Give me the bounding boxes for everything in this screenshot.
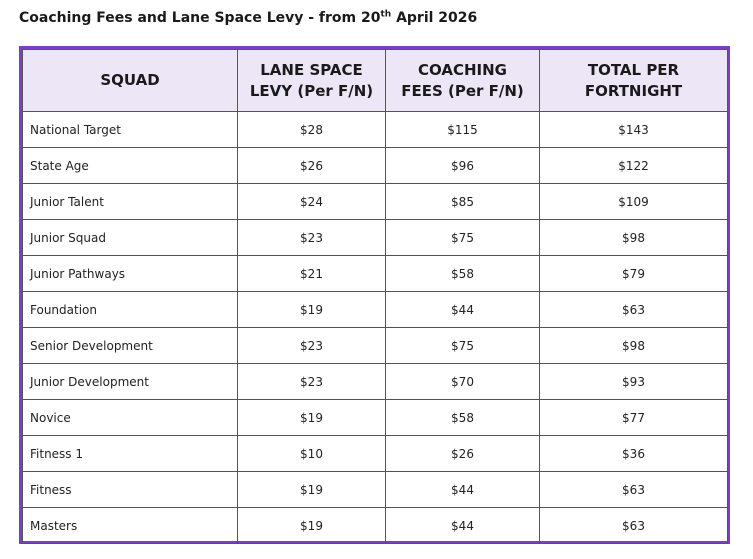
lane-space-levy-cell: $24	[237, 183, 386, 220]
coaching-fees-cell: $115	[385, 111, 540, 148]
header-line: LANE SPACE	[260, 60, 363, 79]
header-line: FORTNIGHT	[584, 81, 683, 100]
table-row: Senior Development $23 $75 $98	[22, 327, 728, 364]
header-coaching-fees: COACHING FEES (Per F/N)	[385, 49, 540, 112]
title-suffix: April 2026	[391, 10, 478, 26]
total-cell: $93	[539, 363, 728, 400]
lane-space-levy-cell: $26	[237, 147, 386, 184]
coaching-fees-cell: $58	[385, 399, 540, 436]
title-prefix: Coaching Fees and Lane Space Levy - from…	[19, 10, 381, 26]
lane-space-levy-cell: $19	[237, 399, 386, 436]
lane-space-levy-cell: $23	[237, 219, 386, 256]
coaching-fees-cell: $75	[385, 327, 540, 364]
coaching-fees-cell: $44	[385, 507, 540, 544]
lane-space-levy-cell: $19	[237, 471, 386, 508]
coaching-fees-cell: $44	[385, 471, 540, 508]
total-cell: $98	[539, 219, 728, 256]
total-cell: $63	[539, 471, 728, 508]
lane-space-levy-cell: $19	[237, 291, 386, 328]
page-title: Coaching Fees and Lane Space Levy - from…	[19, 10, 477, 26]
squad-cell: Junior Pathways	[22, 255, 238, 292]
header-line: COACHING	[418, 60, 507, 79]
header-lane-space-levy: LANE SPACE LEVY (Per F/N)	[237, 49, 386, 112]
coaching-fees-cell: $26	[385, 435, 540, 472]
coaching-fees-cell: $85	[385, 183, 540, 220]
title-superscript: th	[380, 9, 392, 20]
table-row: Fitness $19 $44 $63	[22, 471, 728, 508]
total-cell: $122	[539, 147, 728, 184]
lane-space-levy-cell: $21	[237, 255, 386, 292]
table-row: National Target $28 $115 $143	[22, 111, 728, 148]
squad-cell: Junior Talent	[22, 183, 238, 220]
coaching-fees-cell: $70	[385, 363, 540, 400]
header-squad: SQUAD	[22, 49, 238, 112]
header-line: FEES (Per F/N)	[401, 81, 524, 100]
coaching-fees-cell: $75	[385, 219, 540, 256]
header-line: SQUAD	[100, 71, 160, 89]
squad-cell: National Target	[22, 111, 238, 148]
squad-cell: State Age	[22, 147, 238, 184]
total-cell: $79	[539, 255, 728, 292]
table-row: State Age $26 $96 $122	[22, 147, 728, 184]
header-line: TOTAL PER	[587, 60, 680, 79]
table-row: Junior Development $23 $70 $93	[22, 363, 728, 400]
total-cell: $63	[539, 291, 728, 328]
squad-cell: Masters	[22, 507, 238, 544]
lane-space-levy-cell: $28	[237, 111, 386, 148]
table-row: Junior Talent $24 $85 $109	[22, 183, 728, 220]
table-row: Novice $19 $58 $77	[22, 399, 728, 436]
table-row: Junior Squad $23 $75 $98	[22, 219, 728, 256]
lane-space-levy-cell: $23	[237, 363, 386, 400]
total-cell: $143	[539, 111, 728, 148]
total-cell: $109	[539, 183, 728, 220]
squad-cell: Junior Development	[22, 363, 238, 400]
fees-table-container: SQUAD LANE SPACE LEVY (Per F/N) COACHING…	[19, 46, 730, 544]
squad-cell: Fitness	[22, 471, 238, 508]
table-row: Foundation $19 $44 $63	[22, 291, 728, 328]
total-cell: $98	[539, 327, 728, 364]
squad-cell: Novice	[22, 399, 238, 436]
coaching-fees-cell: $44	[385, 291, 540, 328]
table-row: Masters $19 $44 $63	[22, 507, 728, 544]
total-cell: $77	[539, 399, 728, 436]
squad-cell: Fitness 1	[22, 435, 238, 472]
lane-space-levy-cell: $19	[237, 507, 386, 544]
header-total-per-fortnight: TOTAL PER FORTNIGHT	[539, 49, 728, 112]
squad-cell: Senior Development	[22, 327, 238, 364]
total-cell: $63	[539, 507, 728, 544]
squad-cell: Foundation	[22, 291, 238, 328]
lane-space-levy-cell: $10	[237, 435, 386, 472]
lane-space-levy-cell: $23	[237, 327, 386, 364]
fees-table: SQUAD LANE SPACE LEVY (Per F/N) COACHING…	[22, 49, 728, 544]
table-row: Fitness 1 $10 $26 $36	[22, 435, 728, 472]
coaching-fees-cell: $58	[385, 255, 540, 292]
header-row: SQUAD LANE SPACE LEVY (Per F/N) COACHING…	[22, 49, 728, 112]
squad-cell: Junior Squad	[22, 219, 238, 256]
table-row: Junior Pathways $21 $58 $79	[22, 255, 728, 292]
coaching-fees-cell: $96	[385, 147, 540, 184]
total-cell: $36	[539, 435, 728, 472]
table-body: National Target $28 $115 $143 State Age $26 $9…	[22, 111, 728, 544]
header-line: LEVY (Per F/N)	[249, 81, 374, 100]
